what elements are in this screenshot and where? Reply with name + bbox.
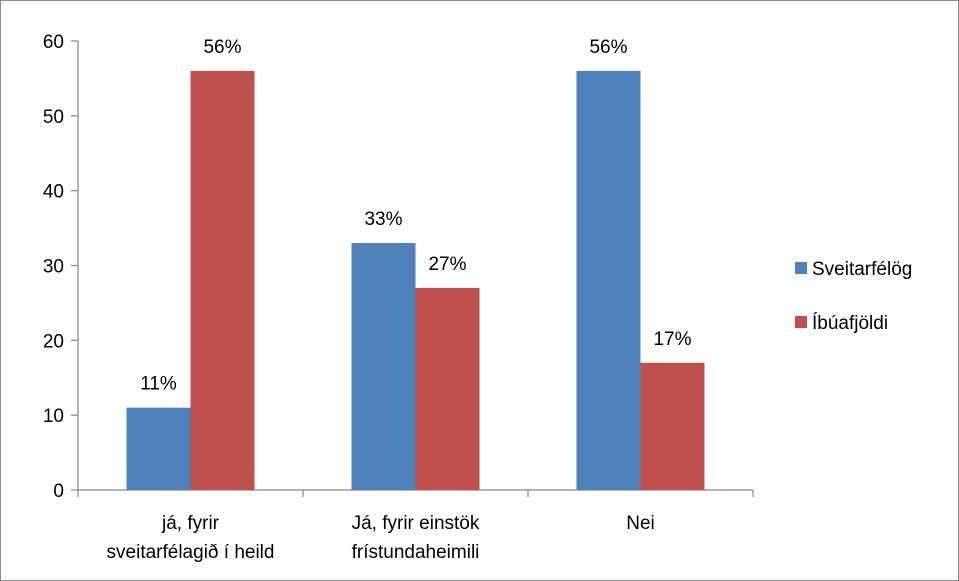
legend-label: Íbúafjöldi bbox=[812, 313, 888, 334]
y-tick-label: 20 bbox=[43, 331, 64, 352]
data-label: 33% bbox=[364, 209, 402, 230]
category-label: já, fyrir sveitarfélagið í heild bbox=[107, 513, 275, 563]
data-label: 56% bbox=[589, 37, 627, 58]
data-label: 17% bbox=[653, 329, 691, 350]
data-label: 11% bbox=[140, 374, 177, 395]
y-tick-label: 0 bbox=[53, 481, 64, 502]
y-tick-label: 60 bbox=[43, 32, 64, 53]
bar-series-2-cat-3 bbox=[640, 362, 705, 490]
bar-series-1-cat-1 bbox=[126, 407, 191, 490]
legend-entry: Íbúafjöldi bbox=[795, 313, 888, 334]
data-label: 27% bbox=[428, 254, 466, 275]
y-tick-label: 30 bbox=[43, 257, 64, 278]
data-labels: 11% 56% 33% 27% 56% 17% bbox=[140, 37, 691, 395]
legend-label: Sveitarfélög bbox=[812, 259, 912, 280]
bars bbox=[126, 70, 705, 490]
y-tick-label: 40 bbox=[43, 182, 64, 203]
legend: Sveitarfélög Íbúafjöldi bbox=[795, 259, 912, 334]
category-label: Nei bbox=[626, 513, 655, 534]
bar-series-2-cat-2 bbox=[415, 287, 480, 490]
bar-series-1-cat-2 bbox=[351, 243, 416, 490]
data-label: 56% bbox=[203, 37, 241, 58]
bar-series-2-cat-1 bbox=[190, 70, 255, 490]
y-tick-label: 50 bbox=[43, 107, 64, 128]
category-labels: já, fyrir sveitarfélagið í heild Já, fyrir… bbox=[107, 513, 655, 563]
legend-entry: Sveitarfélög bbox=[795, 259, 912, 280]
y-tick-label: 10 bbox=[43, 406, 64, 427]
bar-series-1-cat-3 bbox=[576, 70, 641, 490]
legend-swatch bbox=[795, 262, 807, 274]
legend-swatch bbox=[795, 316, 807, 328]
category-label: Já, fyrir einstök frístundaheimili bbox=[352, 513, 480, 563]
